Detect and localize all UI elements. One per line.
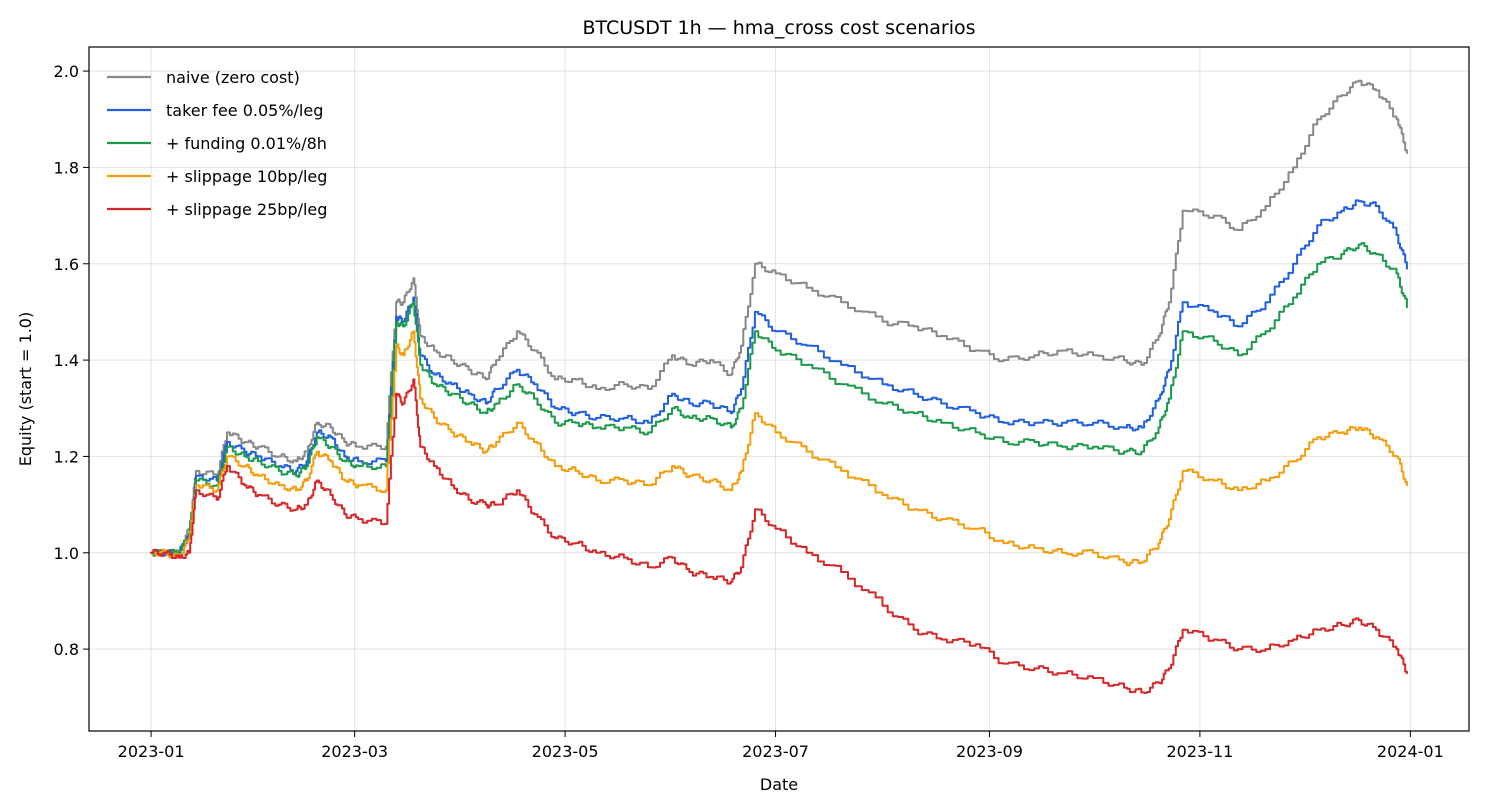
legend-label: + funding 0.01%/8h: [166, 134, 327, 153]
series-line-1: [150, 199, 1408, 557]
series-line-0: [150, 79, 1408, 557]
legend-label: + slippage 10bp/leg: [166, 167, 327, 186]
chart-title: BTCUSDT 1h — hma_cross cost scenarios: [582, 17, 975, 39]
legend-label: + slippage 25bp/leg: [166, 200, 327, 219]
legend-label: taker fee 0.05%/leg: [166, 101, 323, 120]
series-lines: [150, 79, 1408, 694]
grid: [89, 47, 1469, 731]
y-axis-label: Equity (start = 1.0): [16, 312, 35, 466]
x-axis-label: Date: [760, 775, 798, 794]
legend-label: naive (zero cost): [166, 68, 300, 87]
y-tick-label: 2.0: [54, 62, 79, 81]
y-tick-label: 1.8: [54, 158, 79, 177]
x-tick-label: 2024-01: [1377, 742, 1444, 761]
x-tick-label: 2023-09: [956, 742, 1023, 761]
x-tick-label: 2023-01: [118, 742, 185, 761]
x-tick-label: 2023-07: [742, 742, 809, 761]
y-tick-label: 1.4: [54, 351, 79, 370]
y-axis-ticks: 0.8 1.0 1.2 1.4 1.6 1.8 2.0: [54, 62, 89, 659]
y-tick-label: 1.0: [54, 544, 79, 563]
x-tick-label: 2023-03: [321, 742, 388, 761]
series-line-2: [150, 242, 1408, 557]
x-tick-label: 2023-05: [532, 742, 599, 761]
y-tick-label: 1.6: [54, 255, 79, 274]
series-line-4: [150, 378, 1408, 694]
x-tick-label: 2023-11: [1166, 742, 1233, 761]
y-tick-label: 0.8: [54, 640, 79, 659]
y-tick-label: 1.2: [54, 447, 79, 466]
legend: naive (zero cost) taker fee 0.05%/leg + fu…: [107, 68, 327, 219]
x-axis-ticks: 2023-01 2023-03 2023-05 2023-07 2023-09 2023-…: [118, 731, 1444, 761]
plot-frame: [88, 46, 1470, 732]
series-line-3: [150, 330, 1408, 567]
